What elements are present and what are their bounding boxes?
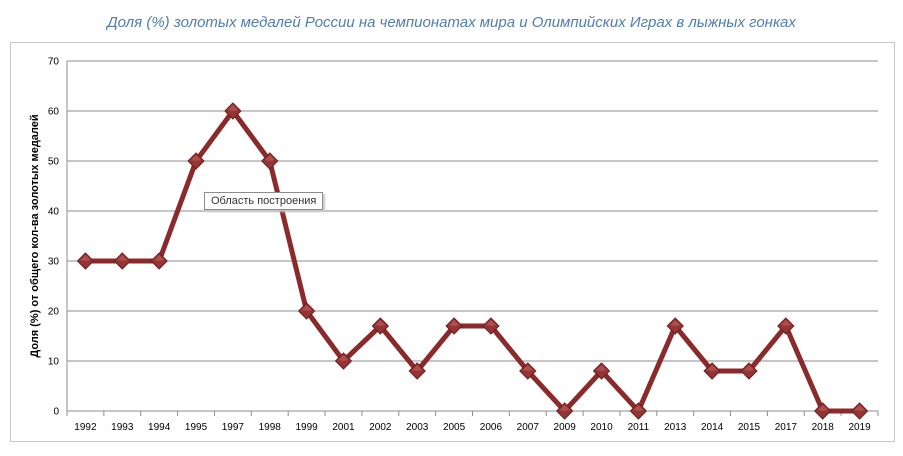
data-point-marker-highlight: [301, 305, 312, 311]
chart-title: Доля (%) золотых медалей России на чемпи…: [107, 14, 796, 31]
x-tick-label: 2013: [664, 422, 687, 433]
data-point-marker-highlight: [633, 405, 644, 411]
y-tick-label: 20: [48, 307, 60, 318]
data-point-marker-highlight: [522, 365, 533, 371]
chart-frame: [10, 42, 895, 442]
data-point-marker-highlight: [264, 155, 275, 161]
data-point-marker-highlight: [117, 255, 128, 261]
data-point-marker-highlight: [338, 355, 349, 361]
data-point-marker-highlight: [596, 365, 607, 371]
x-tick-label: 2002: [369, 422, 392, 433]
x-tick-label: 2019: [848, 422, 871, 433]
x-tick-label: 2018: [812, 422, 835, 433]
x-tick-label: 2006: [480, 422, 503, 433]
x-tick-label: 1999: [295, 422, 318, 433]
x-tick-label: 2009: [554, 422, 577, 433]
y-tick-label: 30: [48, 257, 60, 268]
y-tick-labels: 0 10 20 30 40 50 60 70: [48, 57, 60, 418]
x-tick-label: 2007: [517, 422, 540, 433]
series-line: [82, 108, 863, 414]
x-tick-label: 1995: [185, 422, 208, 433]
data-markers: [76, 102, 869, 420]
data-point-marker-highlight: [449, 320, 460, 326]
data-point-marker-highlight: [670, 320, 681, 326]
x-tick-label: 1993: [111, 422, 134, 433]
data-point-marker-highlight: [154, 255, 165, 261]
data-point-marker-highlight: [743, 365, 754, 371]
data-point-marker-highlight: [80, 255, 91, 261]
data-point-marker-highlight: [412, 365, 423, 371]
x-tick-label: 2011: [628, 422, 650, 433]
axes: [66, 61, 879, 416]
data-point-marker-highlight: [780, 320, 791, 326]
y-axis-title: Доля (%) от общего кол-ва золотых медале…: [29, 114, 41, 357]
plot-area-tooltip: Область построения: [204, 192, 324, 210]
data-point-marker-highlight: [559, 405, 570, 411]
gridlines: [67, 60, 878, 362]
data-point-marker-highlight: [707, 365, 718, 371]
x-tick-labels: 1992 1993 1994 1995 1997 1998 1999 2001 2002 2003…: [74, 422, 871, 433]
data-point-marker-highlight: [375, 320, 386, 326]
x-tick-label: 2005: [443, 422, 466, 433]
y-tick-label: 10: [48, 357, 60, 368]
x-tick-label: 2015: [738, 422, 761, 433]
data-point-marker-highlight: [227, 105, 238, 111]
x-tick-label: 1992: [74, 422, 97, 433]
x-tick-label: 1997: [222, 422, 245, 433]
x-tick-label: 1994: [148, 422, 171, 433]
x-tick-label: 1998: [259, 422, 282, 433]
y-tick-label: 70: [48, 57, 60, 68]
x-tick-label: 2003: [406, 422, 429, 433]
x-tick-label: 2010: [590, 422, 613, 433]
x-tick-label: 2017: [775, 422, 798, 433]
y-tick-label: 40: [48, 207, 60, 218]
data-point-marker-highlight: [817, 405, 828, 411]
y-tick-label: 50: [48, 157, 60, 168]
y-tick-label: 60: [48, 107, 60, 118]
x-tick-label: 2014: [701, 422, 724, 433]
series-line-path: [82, 108, 863, 414]
x-tick-label: 2001: [332, 422, 355, 433]
data-point-marker-highlight: [485, 320, 496, 326]
data-point-marker-highlight: [191, 155, 202, 161]
y-tick-label: 0: [53, 407, 59, 418]
data-point-marker-highlight: [854, 405, 865, 411]
